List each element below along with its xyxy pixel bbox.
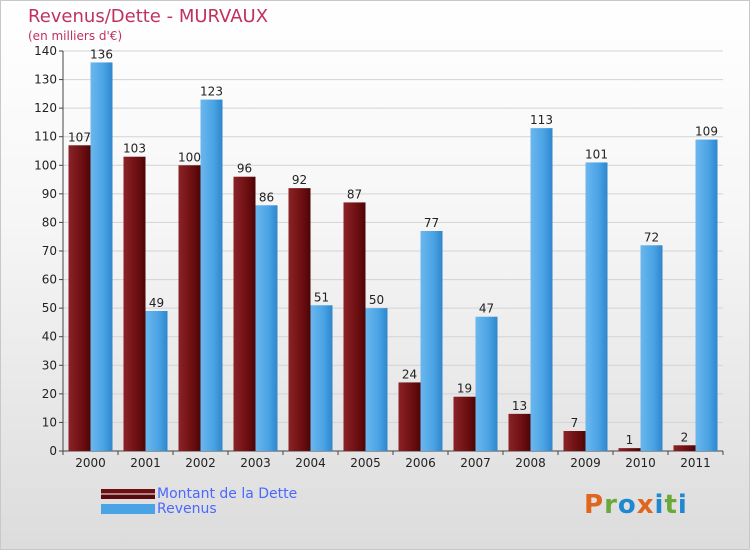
bar-revenus xyxy=(255,205,278,451)
legend-label-revenus: Revenus xyxy=(157,501,217,517)
bar-revenus xyxy=(530,128,553,451)
data-label-revenus: 49 xyxy=(149,296,164,310)
bar-dette xyxy=(68,145,91,452)
data-label-dette: 87 xyxy=(347,187,362,201)
bar-revenus xyxy=(640,245,663,451)
y-tick-label: 50 xyxy=(42,301,57,315)
data-label-revenus: 77 xyxy=(424,216,439,230)
bar-revenus xyxy=(145,311,168,451)
x-tick-label: 2003 xyxy=(240,456,271,470)
data-label-revenus: 86 xyxy=(259,190,274,204)
y-tick-label: 0 xyxy=(49,444,57,458)
data-label-dette: 107 xyxy=(68,130,91,144)
data-label-revenus: 101 xyxy=(585,147,608,161)
bar-dette xyxy=(178,165,201,452)
x-tick-label: 2011 xyxy=(680,456,711,470)
data-label-revenus: 109 xyxy=(695,125,718,139)
bar-dette xyxy=(508,413,531,451)
bar-dette xyxy=(398,382,421,451)
data-label-revenus: 50 xyxy=(369,293,384,307)
y-tick-label: 80 xyxy=(42,215,57,229)
bar-dette xyxy=(233,176,256,451)
chart-subtitle: (en milliers d'€) xyxy=(28,29,123,43)
chart-title: Revenus/Dette - MURVAUX xyxy=(28,6,269,27)
y-tick-label: 10 xyxy=(42,415,57,429)
y-tick-label: 60 xyxy=(42,273,57,287)
bar-revenus xyxy=(365,308,388,451)
proxiti-logo: Proxiti xyxy=(584,490,688,520)
data-label-dette: 7 xyxy=(571,416,579,430)
data-label-dette: 92 xyxy=(292,173,307,187)
data-label-dette: 19 xyxy=(457,382,472,396)
bar-dette xyxy=(673,445,696,451)
y-tick-label: 40 xyxy=(42,330,57,344)
data-label-revenus: 51 xyxy=(314,290,329,304)
x-tick-label: 2004 xyxy=(295,456,326,470)
bar-dette xyxy=(288,188,311,451)
x-tick-label: 2007 xyxy=(460,456,491,470)
data-label-dette: 100 xyxy=(178,150,201,164)
y-tick-label: 110 xyxy=(34,130,57,144)
bar-dette xyxy=(123,156,146,451)
data-label-dette: 103 xyxy=(123,142,146,156)
x-tick-label: 2008 xyxy=(515,456,546,470)
legend-swatch-revenus xyxy=(101,504,155,514)
y-tick-label: 100 xyxy=(34,158,57,172)
data-label-dette: 13 xyxy=(512,399,527,413)
bar-dette xyxy=(453,396,476,451)
x-tick-label: 2000 xyxy=(75,456,106,470)
bar-revenus xyxy=(200,99,223,452)
bar-revenus xyxy=(475,316,498,451)
x-tick-label: 2005 xyxy=(350,456,381,470)
y-tick-label: 90 xyxy=(42,187,57,201)
y-tick-label: 120 xyxy=(34,101,57,115)
data-label-dette: 96 xyxy=(237,162,252,176)
x-tick-label: 2001 xyxy=(130,456,161,470)
data-label-revenus: 47 xyxy=(479,302,494,316)
y-tick-label: 20 xyxy=(42,387,57,401)
bar-revenus xyxy=(90,62,113,452)
bar-dette xyxy=(618,448,641,451)
bar-dette xyxy=(563,431,586,451)
data-label-revenus: 72 xyxy=(644,230,659,244)
data-label-revenus: 136 xyxy=(90,47,113,61)
x-tick-label: 2010 xyxy=(625,456,656,470)
data-label-revenus: 123 xyxy=(200,85,223,99)
data-label-dette: 24 xyxy=(402,367,417,381)
x-tick-label: 2009 xyxy=(570,456,601,470)
data-label-dette: 1 xyxy=(626,433,634,447)
y-tick-label: 30 xyxy=(42,358,57,372)
data-label-revenus: 113 xyxy=(530,113,553,127)
y-tick-label: 130 xyxy=(34,73,57,87)
data-label-dette: 2 xyxy=(681,430,689,444)
y-tick-label: 70 xyxy=(42,244,57,258)
bar-revenus xyxy=(420,231,443,451)
legend-label-dette: Montant de la Dette xyxy=(157,486,298,502)
bar-revenus xyxy=(585,162,608,451)
x-tick-label: 2006 xyxy=(405,456,436,470)
bar-dette xyxy=(343,202,366,451)
bar-revenus xyxy=(310,305,333,451)
x-tick-label: 2002 xyxy=(185,456,216,470)
legend-swatch-dette xyxy=(101,489,155,499)
y-tick-label: 140 xyxy=(34,44,57,58)
bar-revenus xyxy=(695,139,718,452)
